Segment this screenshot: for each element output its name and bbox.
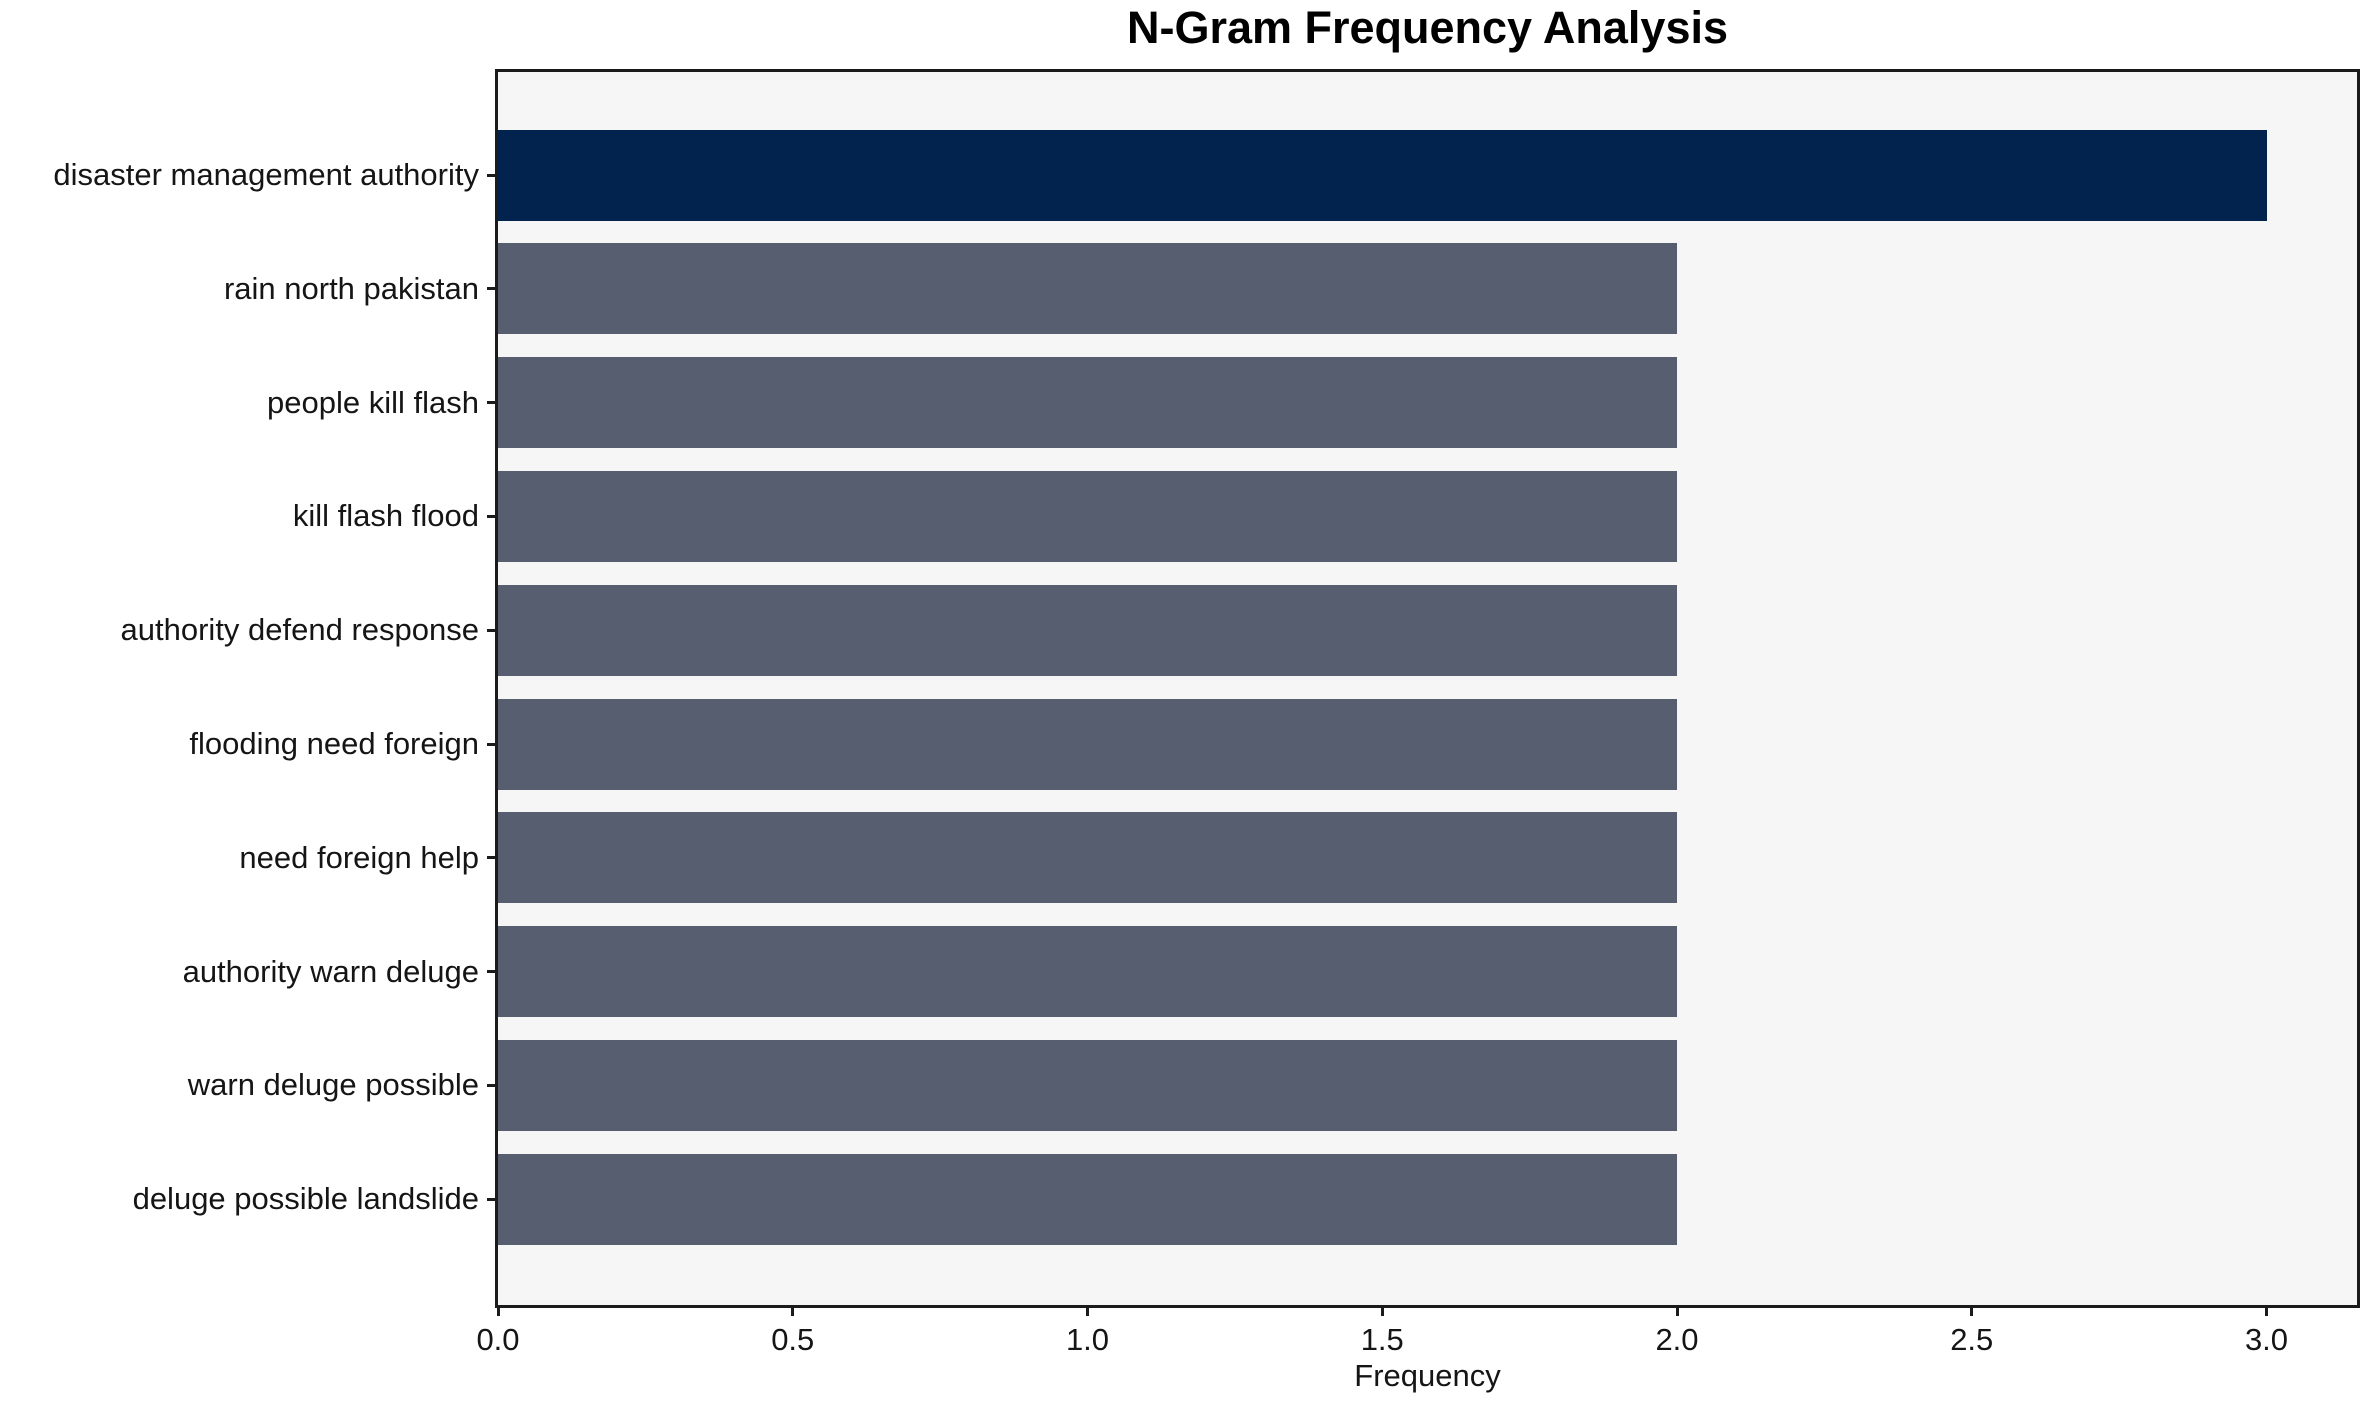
bar — [498, 129, 2267, 221]
y-tick-label: disaster management authority — [53, 157, 479, 192]
y-tick-label: authority defend response — [120, 612, 479, 648]
y-tick-label: rain north pakistan — [223, 270, 479, 306]
bar — [498, 926, 1677, 1018]
y-tick-mark — [487, 173, 498, 177]
y-tick-label: need foreign help — [239, 839, 479, 875]
bar — [498, 1153, 1677, 1245]
chart-title: N-Gram Frequency Analysis — [1126, 2, 1729, 53]
bar — [498, 470, 1677, 562]
y-tick-mark — [487, 742, 498, 746]
x-tick-mark — [791, 1305, 795, 1316]
x-tick-mark — [2265, 1305, 2268, 1316]
x-tick-mark — [1970, 1305, 1974, 1316]
bar — [498, 1039, 1677, 1131]
x-tick-mark — [1086, 1305, 1089, 1316]
y-tick-mark — [487, 970, 498, 974]
y-tick-label: kill flash flood — [292, 498, 479, 534]
x-tick-label: 2.0 — [1655, 1322, 1699, 1357]
x-tick-label: 3.0 — [2244, 1322, 2289, 1357]
y-tick-mark — [487, 514, 498, 518]
x-tick-label: 1.5 — [1360, 1322, 1404, 1357]
x-tick-mark — [1380, 1305, 1384, 1316]
x-tick-label: 0.5 — [771, 1322, 815, 1357]
y-tick-mark — [487, 856, 498, 860]
x-tick-mark — [1675, 1305, 1679, 1316]
bar — [498, 243, 1677, 335]
x-tick-label: 0.0 — [476, 1322, 520, 1357]
y-tick-label: warn deluge possible — [187, 1067, 479, 1103]
bar — [498, 812, 1677, 904]
y-tick-mark — [487, 401, 498, 405]
x-tick-label: 1.0 — [1065, 1322, 1110, 1357]
bar — [498, 357, 1677, 449]
bar — [498, 584, 1677, 676]
bar — [498, 698, 1677, 790]
x-tick-mark — [496, 1305, 500, 1316]
y-tick-label: flooding need foreign — [189, 726, 479, 761]
plot-area — [495, 69, 2360, 1308]
x-tick-label: 2.5 — [1950, 1322, 1994, 1357]
x-axis-label: Frequency — [1354, 1358, 1501, 1393]
y-tick-mark — [487, 628, 498, 632]
y-tick-mark — [487, 1083, 498, 1087]
y-tick-label: authority warn deluge — [182, 953, 479, 989]
y-tick-label: people kill flash — [267, 384, 479, 420]
y-tick-mark — [487, 1197, 498, 1201]
y-tick-label: deluge possible landslide — [132, 1181, 479, 1217]
y-tick-mark — [487, 287, 498, 291]
